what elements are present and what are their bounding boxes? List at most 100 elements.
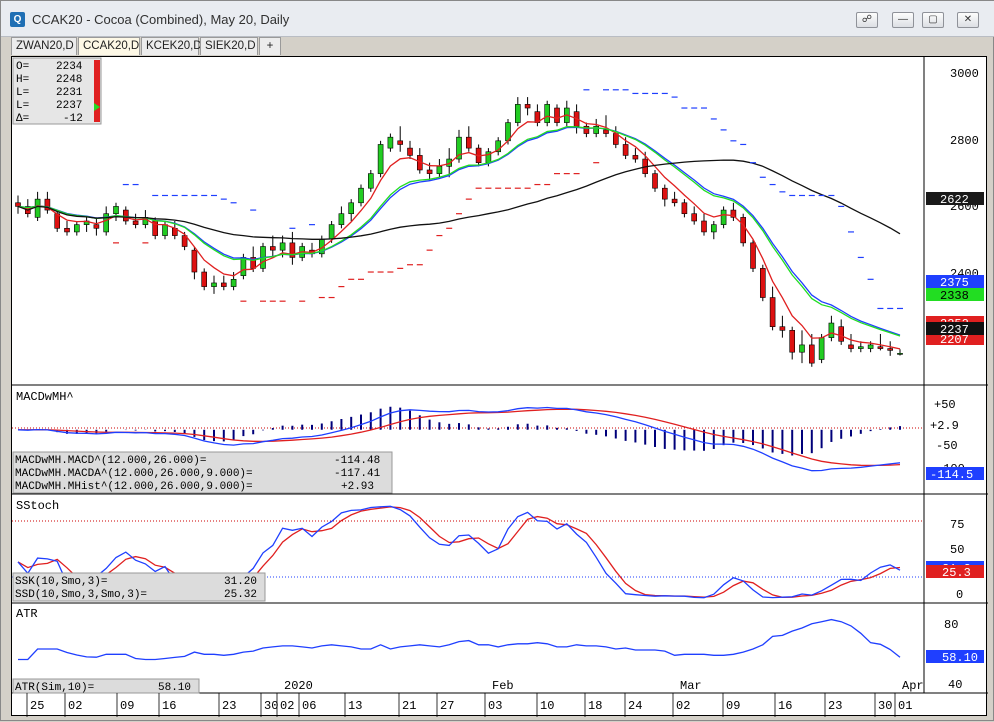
candle xyxy=(113,202,119,221)
candle xyxy=(132,213,139,229)
svg-text:2622: 2622 xyxy=(940,193,969,207)
ma-green-line xyxy=(17,126,901,337)
month-label-2020: 2020 xyxy=(284,679,313,693)
macd-signal-line xyxy=(18,408,901,467)
candle xyxy=(377,140,384,178)
price-tick-2800: 2800 xyxy=(950,134,979,148)
candle xyxy=(799,330,805,364)
candle xyxy=(848,333,854,353)
svg-text:25.32: 25.32 xyxy=(224,589,257,601)
candle xyxy=(544,100,551,127)
candle xyxy=(740,213,747,247)
candle xyxy=(701,213,707,236)
day-label: 23 xyxy=(222,699,236,713)
candle xyxy=(348,199,355,221)
candle xyxy=(828,315,835,342)
day-label: 10 xyxy=(540,699,554,713)
day-label: 23 xyxy=(828,699,842,713)
svg-text:2207: 2207 xyxy=(940,333,969,347)
tab-ccak20[interactable]: CCAK20,D xyxy=(78,37,140,55)
macd-line xyxy=(17,406,901,472)
svg-text:L=: L= xyxy=(16,100,29,112)
svg-text:2375: 2375 xyxy=(940,276,969,290)
day-label: 18 xyxy=(588,699,602,713)
candle xyxy=(710,221,717,240)
candle xyxy=(583,122,590,138)
candle xyxy=(554,104,560,127)
candle xyxy=(779,315,786,338)
link-icon[interactable]: ☍ xyxy=(856,12,878,28)
svg-text:MACDwMH.MHist^(12.000,26.000,9: MACDwMH.MHist^(12.000,26.000,9.000)= xyxy=(15,481,253,493)
candle xyxy=(221,275,227,291)
candle xyxy=(387,133,394,152)
svg-text:+2.93: +2.93 xyxy=(341,481,374,493)
tab-kcek20[interactable]: KCEK20,D xyxy=(141,37,202,55)
svg-text:MACDwMH.MACDA^(12.000,26.000,9: MACDwMH.MACDA^(12.000,26.000,9.000)= xyxy=(15,468,253,480)
tab-siek20[interactable]: SIEK20,D xyxy=(200,37,258,55)
svg-text:2234: 2234 xyxy=(56,61,83,73)
candle xyxy=(44,191,51,214)
candle xyxy=(201,268,207,291)
candle xyxy=(720,206,727,229)
candle xyxy=(269,235,276,258)
candle xyxy=(681,199,688,218)
window-title: CCAK20 - Cocoa (Combined), May 20, Daily xyxy=(32,12,290,27)
svg-text:L=: L= xyxy=(16,87,29,99)
candle xyxy=(64,221,70,236)
candle xyxy=(367,169,374,192)
title-bar[interactable]: Q CCAK20 - Cocoa (Combined), May 20, Dai… xyxy=(1,1,994,37)
chart-svg[interactable]: 3000 2800 2600 2400 2622 2375 2338 2252 … xyxy=(12,57,988,717)
app-icon: Q xyxy=(10,12,25,27)
day-label: 09 xyxy=(726,699,740,713)
svg-text:H=: H= xyxy=(16,74,29,86)
day-labels: 25 02 09 16 23 30 02 06 13 21 27 03 10 18 24 02 09 16 23 30… xyxy=(26,693,912,717)
svg-text:2237: 2237 xyxy=(940,323,969,337)
atr-tick-40: 40 xyxy=(948,678,962,692)
day-label: 09 xyxy=(120,699,134,713)
candle xyxy=(769,286,776,331)
add-tab-button[interactable]: + xyxy=(259,37,281,55)
svg-text:SSD(10,Smo,3,Smo,3)=: SSD(10,Smo,3,Smo,3)= xyxy=(15,589,147,601)
close-icon[interactable]: ✕ xyxy=(957,12,979,28)
svg-text:-12: -12 xyxy=(63,113,83,125)
candle xyxy=(759,264,766,302)
atr-tick-80: 80 xyxy=(944,618,958,632)
chart-area[interactable]: 3000 2800 2600 2400 2622 2375 2338 2252 … xyxy=(11,56,988,717)
svg-text:2231: 2231 xyxy=(56,87,83,99)
candle xyxy=(524,97,531,116)
stoch-k-line xyxy=(17,505,901,599)
stoch-tick-50: 50 xyxy=(950,543,964,557)
candle xyxy=(289,231,296,265)
svg-text:Δ=: Δ= xyxy=(16,113,29,125)
badge-2622: 2622 xyxy=(926,192,984,207)
candle xyxy=(857,341,864,353)
svg-text:2338: 2338 xyxy=(940,289,969,303)
candle xyxy=(514,97,521,127)
minimize-icon[interactable]: — xyxy=(892,12,914,28)
candle xyxy=(730,202,737,221)
restore-icon[interactable]: ▢ xyxy=(922,12,944,28)
atr-title: ATR xyxy=(16,607,38,621)
candle xyxy=(191,246,198,280)
candle xyxy=(838,319,845,345)
candle xyxy=(407,140,413,160)
atr-badge: 58.10 xyxy=(926,650,984,665)
candle xyxy=(338,206,345,229)
day-label: 27 xyxy=(440,699,454,713)
stoch-tick-75: 75 xyxy=(950,518,964,532)
candle xyxy=(750,239,756,273)
day-label: 02 xyxy=(68,699,82,713)
svg-text:31.20: 31.20 xyxy=(224,576,257,588)
month-label-feb: Feb xyxy=(492,679,514,693)
svg-text:MACDwMH.MACD^(12.000,26.000)=: MACDwMH.MACD^(12.000,26.000)= xyxy=(15,455,206,467)
atr-legend: ATR(Sim,10)= 58.10 xyxy=(12,678,200,694)
svg-text:58.10: 58.10 xyxy=(158,682,191,694)
candle xyxy=(211,275,217,294)
macd-tick-plus50: +50 xyxy=(934,398,956,412)
svg-text:-114.48: -114.48 xyxy=(334,455,380,467)
month-label-mar: Mar xyxy=(680,679,702,693)
tab-zwan20[interactable]: ZWAN20,D xyxy=(11,37,77,55)
candle xyxy=(789,326,796,360)
candle xyxy=(358,184,364,207)
